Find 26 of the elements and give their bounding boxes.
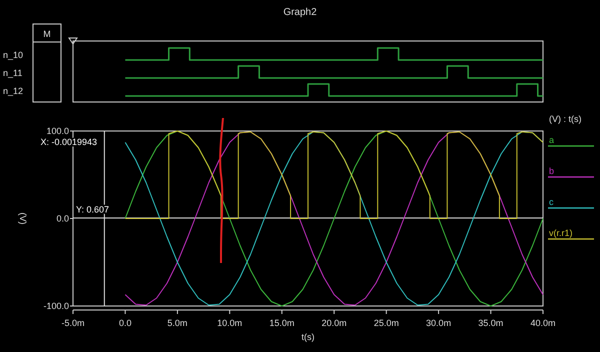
x-tick-label: 35.0m — [478, 318, 504, 328]
x-tick-label: 15.0m — [269, 318, 294, 328]
x-tick-label: 40.0m — [530, 318, 556, 328]
line-series — [124, 130, 544, 219]
y-tick-label: 0.0 — [56, 214, 69, 224]
text: v(r.r1) — [549, 228, 572, 238]
text: a — [549, 135, 554, 145]
text: b — [549, 166, 554, 176]
text: M — [43, 29, 51, 39]
x-tick-label: 25.0m — [374, 318, 399, 328]
text: c — [549, 197, 554, 207]
text: n_12 — [3, 86, 24, 96]
x-tick-label: 20.0m — [322, 318, 347, 328]
x-tick-label: 30.0m — [426, 318, 452, 328]
y-tick-label: -100.0 — [43, 301, 69, 311]
legend-title: (V) : t(s) — [549, 114, 582, 124]
x-tick-label: 10.0m — [217, 318, 242, 328]
x-tick-label: 0.0 — [118, 318, 132, 328]
x-tick-label: 5.0m — [167, 318, 188, 328]
y-axis-title: (V) — [18, 212, 28, 224]
x-tick-label: -5.0m — [61, 318, 85, 328]
x-axis-title: t(s) — [302, 332, 314, 342]
chart-title: Graph2 — [283, 7, 318, 18]
text: n_11 — [3, 68, 22, 78]
text: n_10 — [3, 50, 24, 60]
y-tick-label: 100.0 — [46, 126, 69, 136]
